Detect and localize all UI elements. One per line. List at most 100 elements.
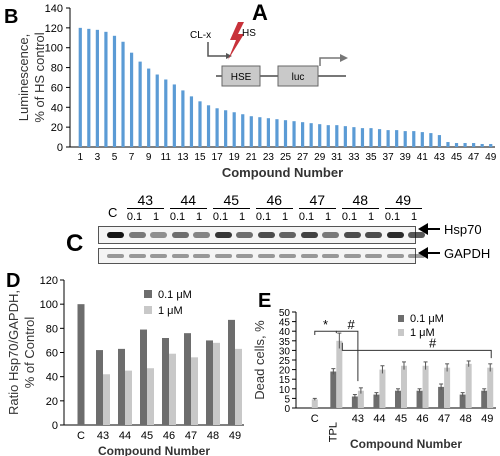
hsp70-arrow-line xyxy=(420,228,440,230)
bar xyxy=(147,368,154,425)
x-tick-label: 43 xyxy=(352,413,364,425)
hse-box xyxy=(221,65,261,87)
bar xyxy=(395,130,399,147)
western-blot-panel: C 43 44 45 46 47 48 49 0.1 1 0.1 1 0.1 1 0.1 1 0.1 1 0.1 1… xyxy=(0,190,500,270)
luc-arrow-head xyxy=(340,54,348,62)
bar xyxy=(369,128,373,147)
blot-group-underline xyxy=(298,208,336,209)
x-tick-label: 1 xyxy=(77,152,83,163)
bar xyxy=(335,125,339,147)
bar xyxy=(292,121,296,147)
y-tick-label: 40 xyxy=(46,372,58,384)
x-tick-label: 17 xyxy=(212,152,224,163)
y-tick-label: 0 xyxy=(284,404,290,415)
x-tick-label: 49 xyxy=(229,430,241,442)
y-axis-title-line: % of HS control xyxy=(32,32,47,122)
blot-dose-label: 1 xyxy=(238,211,246,223)
y-tick-label: 60 xyxy=(51,82,63,94)
x-tick-label: 21 xyxy=(246,152,258,163)
bar xyxy=(487,367,494,408)
bar xyxy=(206,105,211,147)
y-tick-label: 100 xyxy=(45,43,63,55)
bar xyxy=(318,124,322,147)
y-tick-label: 10 xyxy=(279,385,291,396)
blot-group-label: 46 xyxy=(266,192,283,208)
bar xyxy=(87,28,91,148)
bar xyxy=(249,116,253,147)
luc-label: luc xyxy=(292,72,305,83)
y-tick-label: 15 xyxy=(279,375,291,386)
bar xyxy=(232,112,236,147)
y-axis-title: Dead cells, % xyxy=(252,320,267,400)
gapdh-band xyxy=(171,254,189,258)
bar xyxy=(129,52,134,147)
blot-group-underline xyxy=(169,208,207,209)
blot-dose-label: 1 xyxy=(410,211,418,223)
legend-label: 1 μM xyxy=(158,305,183,317)
bar xyxy=(422,365,429,408)
x-tick-label: 29 xyxy=(314,152,326,163)
bar xyxy=(311,399,318,408)
bar xyxy=(403,131,407,147)
gapdh-band xyxy=(300,254,318,258)
bar xyxy=(172,84,176,147)
blot-group-label: 49 xyxy=(395,192,412,208)
blot-dose-label: 0.1 xyxy=(255,211,272,223)
luc-box xyxy=(277,65,319,87)
clx-label: CL-x xyxy=(190,30,211,41)
x-tick-label: 48 xyxy=(460,413,472,425)
x-tick-label: 47 xyxy=(438,413,450,425)
bar xyxy=(121,41,125,147)
hsp70-band xyxy=(214,232,232,238)
y-tick-label: 35 xyxy=(279,337,291,348)
bar xyxy=(283,120,288,147)
y-axis-title-line: % of Control xyxy=(22,317,37,389)
y-tick-label: 120 xyxy=(40,275,58,287)
lightning-bolt-icon xyxy=(228,22,244,60)
blot-group-underline xyxy=(341,208,379,209)
legend-label: 1 μM xyxy=(410,327,435,339)
bar xyxy=(330,371,337,408)
bar xyxy=(481,390,488,408)
x-tick-label: 44 xyxy=(373,413,385,425)
hsp70-band xyxy=(386,232,404,238)
bar xyxy=(215,108,219,147)
gapdh-band xyxy=(322,254,339,258)
y-tick-label: 20 xyxy=(279,366,291,377)
bar xyxy=(95,29,99,147)
y-axis-title-line: Ratio Hsp70/GAPDH, xyxy=(6,290,21,415)
gapdh-band xyxy=(107,254,124,258)
y-tick-label: 30 xyxy=(279,346,291,357)
hsp70-band xyxy=(193,232,210,238)
y-tick-label: 0 xyxy=(52,420,58,432)
blot-group-label: 44 xyxy=(180,192,197,208)
bar xyxy=(357,390,364,408)
bar xyxy=(377,129,382,147)
blot-dose-label: 0.1 xyxy=(341,211,358,223)
gapdh-label: GAPDH xyxy=(444,246,491,261)
hsp70-band xyxy=(107,232,124,238)
blot-dose-label: 1 xyxy=(195,211,203,223)
blot-group-label: 47 xyxy=(309,192,326,208)
bar xyxy=(438,386,445,408)
y-axis-title: Luminescence,% of HS control xyxy=(16,32,47,122)
x-tick-label: 7 xyxy=(129,152,135,163)
bar xyxy=(379,369,386,408)
blot-dose-label: 0.1 xyxy=(126,211,143,223)
x-tick-label: 33 xyxy=(348,152,360,163)
bar xyxy=(104,31,108,148)
x-tick-label: 19 xyxy=(229,152,241,163)
bar xyxy=(213,342,220,425)
significance-bracket xyxy=(341,342,492,359)
hsp70-strip xyxy=(98,226,425,244)
hsp70-band xyxy=(279,232,296,238)
gapdh-band xyxy=(214,254,232,258)
gapdh-band xyxy=(365,254,382,258)
y-tick-label: 45 xyxy=(279,318,291,329)
blot-dose-label: 1 xyxy=(324,211,332,223)
bar xyxy=(224,110,228,147)
bar xyxy=(181,90,185,147)
y-tick-label: 50 xyxy=(279,308,291,319)
